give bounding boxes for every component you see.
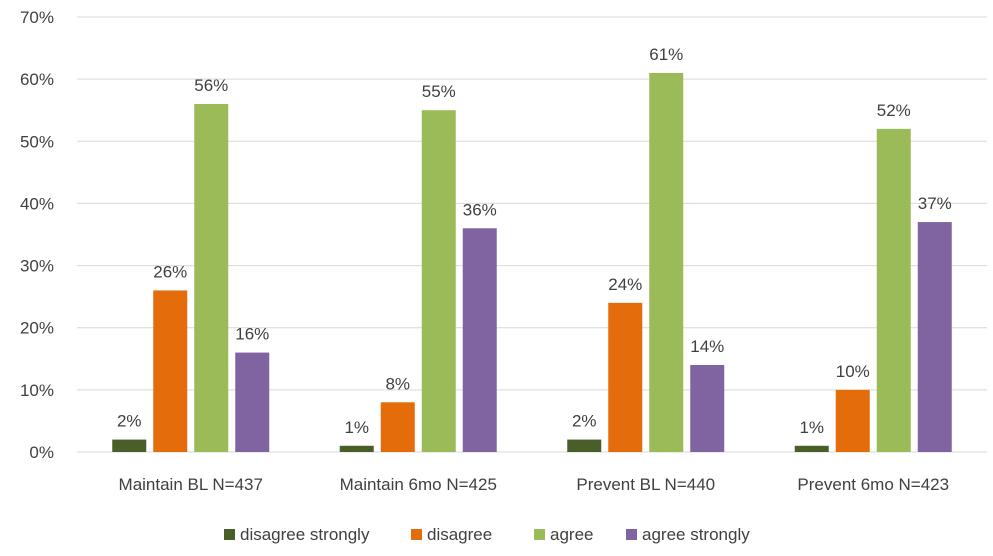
- y-tick-label: 20%: [20, 319, 54, 338]
- bar-disagree: [380, 402, 415, 452]
- bar-agree-strongly: [917, 222, 952, 452]
- y-tick-label: 60%: [20, 70, 54, 89]
- category-label: Maintain BL N=437: [119, 475, 263, 494]
- data-label: 2%: [117, 412, 142, 431]
- bar-agree: [876, 128, 911, 452]
- legend-swatch: [534, 529, 545, 540]
- legend-swatch: [626, 529, 637, 540]
- data-label: 2%: [572, 412, 597, 431]
- bar-disagree-strongly: [794, 445, 829, 452]
- data-label: 1%: [344, 418, 369, 437]
- data-label: 52%: [877, 101, 911, 120]
- data-label: 26%: [153, 262, 187, 281]
- bar-disagree: [153, 290, 188, 452]
- bar-disagree-strongly: [112, 439, 147, 452]
- bar-disagree: [608, 302, 643, 452]
- legend: disagree strongly disagree agree agree stro…: [224, 525, 750, 544]
- data-label: 56%: [194, 76, 228, 95]
- bar-disagree-strongly: [567, 439, 602, 452]
- category-label: Prevent 6mo N=423: [797, 475, 949, 494]
- data-label: 1%: [799, 418, 824, 437]
- bar-agree: [649, 72, 684, 452]
- y-tick-label: 10%: [20, 381, 54, 400]
- bar-agree-strongly: [690, 365, 725, 452]
- data-label: 36%: [463, 200, 497, 219]
- gridlines: [77, 16, 987, 453]
- y-tick-label: 30%: [20, 257, 54, 276]
- data-labels: 2% 26% 56% 16% 1% 8% 55% 36% 2% 24% 61% 14% 1% 10% 52%…: [117, 45, 952, 437]
- legend-label: disagree: [427, 525, 492, 544]
- y-tick-label: 0%: [29, 443, 54, 462]
- bar-agree: [421, 110, 456, 452]
- bar-disagree-strongly: [339, 445, 374, 452]
- bar-agree: [194, 104, 229, 452]
- y-tick-label: 40%: [20, 194, 54, 213]
- bars: [112, 72, 952, 452]
- x-axis-category-labels: Maintain BL N=437 Maintain 6mo N=425 Preve…: [119, 475, 950, 494]
- data-label: 24%: [608, 275, 642, 294]
- legend-label: disagree strongly: [240, 525, 370, 544]
- bar-agree-strongly: [235, 352, 270, 452]
- category-label: Maintain 6mo N=425: [340, 475, 497, 494]
- data-label: 37%: [918, 194, 952, 213]
- legend-swatch: [224, 529, 235, 540]
- y-tick-label: 70%: [20, 8, 54, 27]
- y-axis-tick-labels: 0% 10% 20% 30% 40% 50% 60% 70%: [20, 8, 54, 462]
- data-label: 10%: [836, 362, 870, 381]
- data-label: 16%: [235, 325, 269, 344]
- data-label: 14%: [690, 337, 724, 356]
- data-label: 8%: [385, 374, 410, 393]
- legend-label: agree strongly: [642, 525, 750, 544]
- data-label: 55%: [422, 82, 456, 101]
- legend-swatch: [411, 529, 422, 540]
- data-label: 61%: [649, 45, 683, 64]
- bar-disagree: [835, 389, 870, 452]
- y-tick-label: 50%: [20, 132, 54, 151]
- category-label: Prevent BL N=440: [576, 475, 715, 494]
- legend-label: agree: [550, 525, 593, 544]
- bar-agree-strongly: [462, 228, 497, 452]
